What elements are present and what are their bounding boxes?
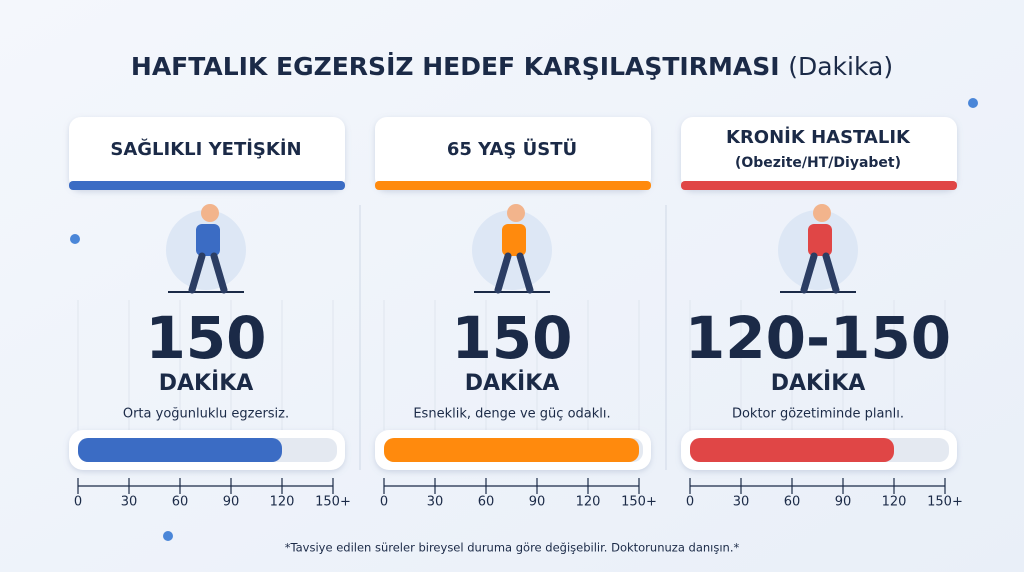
panel: KRONİK HASTALIK (Obezite/HT/Diyabet) 120-1… bbox=[681, 117, 963, 510]
tick-label: 120 bbox=[882, 495, 907, 510]
footnote: *Tavsiye edilen süreler bireysel duruma … bbox=[285, 541, 740, 555]
icon-leg bbox=[210, 252, 228, 294]
header-strip bbox=[681, 181, 957, 190]
bar bbox=[384, 438, 639, 462]
icon-body bbox=[502, 224, 526, 256]
decor-dot bbox=[70, 234, 80, 244]
unit: DAKİKA bbox=[159, 370, 254, 396]
icon-head bbox=[201, 204, 219, 222]
bar bbox=[690, 438, 894, 462]
amount: 150 bbox=[451, 304, 572, 372]
tick-label: 0 bbox=[686, 495, 694, 510]
title-text: HAFTALIK EGZERSİZ HEDEF KARŞILAŞTIRMASI bbox=[131, 51, 780, 81]
tick-label: 30 bbox=[427, 495, 444, 510]
icon-body bbox=[196, 224, 220, 256]
unit: DAKİKA bbox=[465, 370, 560, 396]
icon-body bbox=[808, 224, 832, 256]
decor-dot bbox=[163, 531, 173, 541]
tick-label: 150+ bbox=[927, 495, 963, 510]
icon-leg bbox=[188, 252, 206, 294]
amount: 120-150 bbox=[685, 304, 951, 372]
tick-label: 60 bbox=[784, 495, 801, 510]
tick-label: 120 bbox=[576, 495, 601, 510]
icon-leg bbox=[800, 252, 818, 294]
tick-label: 90 bbox=[529, 495, 546, 510]
tick-label: 90 bbox=[223, 495, 240, 510]
icon-leg bbox=[822, 252, 840, 294]
title: HAFTALIK EGZERSİZ HEDEF KARŞILAŞTIRMASI … bbox=[131, 51, 893, 81]
header-card bbox=[375, 117, 651, 190]
note: Doktor gözetiminde planlı. bbox=[732, 407, 904, 422]
header-strip bbox=[375, 181, 651, 190]
header-card bbox=[681, 117, 957, 190]
header-strip bbox=[69, 181, 345, 190]
tick-label: 150+ bbox=[315, 495, 351, 510]
tick-label: 60 bbox=[172, 495, 189, 510]
header: KRONİK HASTALIK bbox=[726, 126, 911, 148]
title-unit: (Dakika) bbox=[788, 52, 893, 81]
note: Esneklik, denge ve güç odaklı. bbox=[413, 407, 610, 422]
tick-label: 0 bbox=[380, 495, 388, 510]
tick-label: 0 bbox=[74, 495, 82, 510]
tick-label: 30 bbox=[733, 495, 750, 510]
bar bbox=[78, 438, 282, 462]
unit: DAKİKA bbox=[771, 370, 866, 396]
tick-label: 150+ bbox=[621, 495, 657, 510]
icon-head bbox=[507, 204, 525, 222]
tick-label: 60 bbox=[478, 495, 495, 510]
subheader: (Obezite/HT/Diyabet) bbox=[735, 155, 901, 171]
amount: 150 bbox=[145, 304, 266, 372]
icon-leg bbox=[516, 252, 534, 294]
header: SAĞLIKLI YETİŞKİN bbox=[110, 138, 301, 160]
note: Orta yoğunluklu egzersiz. bbox=[123, 407, 289, 422]
icon-head bbox=[813, 204, 831, 222]
header-card bbox=[69, 117, 345, 190]
tick-label: 90 bbox=[835, 495, 852, 510]
header: 65 YAŞ ÜSTÜ bbox=[447, 138, 577, 160]
decor-dot bbox=[968, 98, 978, 108]
icon-leg bbox=[494, 252, 512, 294]
tick-label: 30 bbox=[121, 495, 138, 510]
tick-label: 120 bbox=[270, 495, 295, 510]
